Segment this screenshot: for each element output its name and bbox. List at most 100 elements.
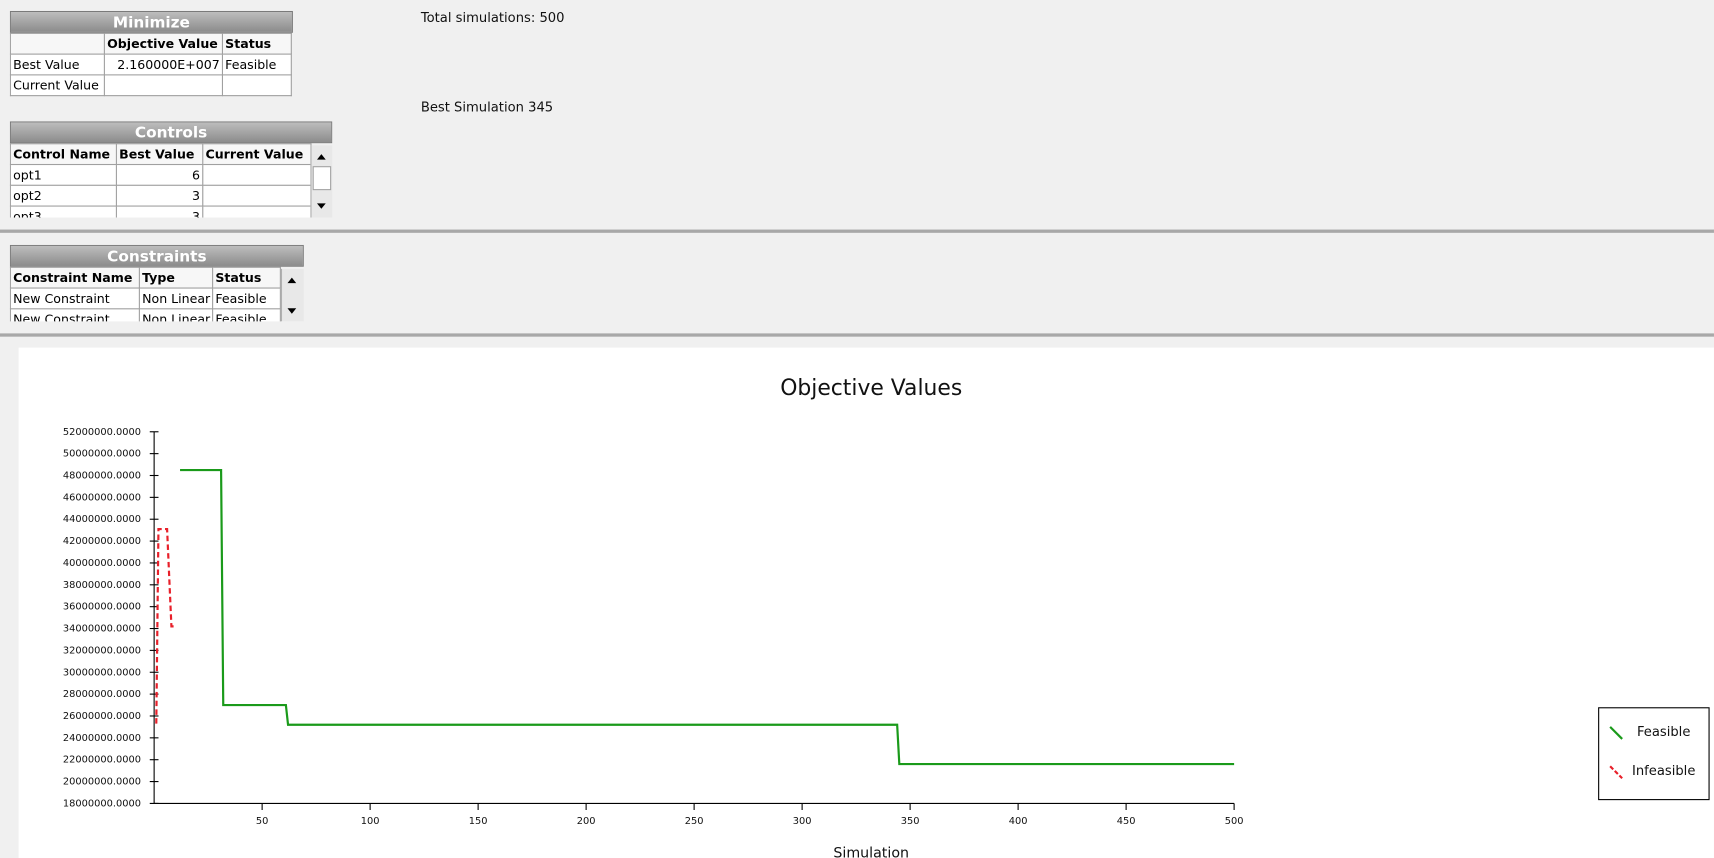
cell: 6 bbox=[115, 163, 204, 186]
header-cell: Control Name bbox=[9, 143, 117, 166]
cell: New Constraint bbox=[9, 308, 140, 322]
scroll-down[interactable] bbox=[316, 203, 326, 209]
cell: 3 bbox=[115, 205, 204, 218]
header-cell bbox=[9, 32, 105, 55]
y-tick-label: 42000000.0000 bbox=[63, 536, 141, 547]
x-tick-label: 400 bbox=[1009, 816, 1028, 827]
row: Current Value bbox=[9, 74, 292, 97]
y-tick-label: 46000000.0000 bbox=[63, 492, 141, 503]
legend-swatch bbox=[1609, 765, 1623, 780]
row: Best Value 2.160000E+007 Feasible bbox=[9, 53, 292, 76]
header-cell: Status bbox=[221, 32, 292, 55]
chart-panel bbox=[18, 347, 1714, 858]
table-title: Minimize bbox=[9, 10, 293, 33]
y-tick-label: 32000000.0000 bbox=[63, 645, 141, 656]
y-tick-label: 34000000.0000 bbox=[63, 624, 141, 635]
table-grid: Constraint Name Type Status New Constraint N… bbox=[9, 266, 281, 322]
series-line bbox=[155, 527, 176, 724]
cell: Best Value bbox=[9, 53, 105, 76]
x-tick-label: 200 bbox=[577, 816, 596, 827]
series-line bbox=[180, 468, 1235, 766]
header-cell: Current Value bbox=[202, 143, 312, 166]
header-cell: Type bbox=[138, 266, 214, 289]
header-row: Control Name Best Value Current Value bbox=[9, 143, 312, 166]
cell: 2.160000E+007 bbox=[103, 53, 223, 76]
x-tick-label: 150 bbox=[469, 816, 488, 827]
row: opt1 6 bbox=[9, 163, 312, 186]
cell: Feasible bbox=[212, 287, 281, 310]
table-grid: Control Name Best Value Current Value opt1 6… bbox=[9, 143, 312, 218]
scroll-up[interactable] bbox=[316, 154, 326, 160]
cell: Feasible bbox=[212, 308, 281, 322]
y-tick-label: 26000000.0000 bbox=[63, 711, 141, 722]
cell: opt1 bbox=[9, 163, 117, 186]
minimize-table: Minimize Objective Value Status Best Value… bbox=[9, 10, 293, 108]
header-cell: Best Value bbox=[115, 143, 204, 166]
y-tick-label: 40000000.0000 bbox=[63, 558, 141, 569]
y-tick-label: 18000000.0000 bbox=[63, 798, 141, 809]
y-tick-label: 20000000.0000 bbox=[63, 777, 141, 788]
y-tick-label: 22000000.0000 bbox=[63, 755, 141, 766]
cell bbox=[202, 205, 312, 218]
cell: opt2 bbox=[9, 184, 117, 207]
y-tick-label: 44000000.0000 bbox=[63, 514, 141, 525]
row: opt3 3 bbox=[9, 205, 312, 218]
x-tick-label: 450 bbox=[1117, 816, 1136, 827]
table-title: Controls bbox=[9, 121, 333, 144]
scrollbar[interactable] bbox=[310, 145, 333, 218]
x-axis-label: Simulation bbox=[833, 846, 909, 858]
legend-swatch bbox=[1609, 726, 1623, 740]
scroll-up[interactable] bbox=[287, 277, 297, 284]
scrollbar[interactable] bbox=[280, 268, 304, 322]
cell: Non Linear bbox=[138, 287, 214, 310]
cell bbox=[202, 184, 312, 207]
scroll-down[interactable] bbox=[287, 308, 297, 314]
header-cell: Constraint Name bbox=[9, 266, 140, 289]
x-tick-label: 100 bbox=[361, 816, 380, 827]
y-tick-label: 50000000.0000 bbox=[63, 449, 141, 460]
separator bbox=[0, 333, 1714, 337]
separator bbox=[0, 229, 1714, 233]
x-tick-label: 300 bbox=[793, 816, 812, 827]
best-simulation: Best Simulation 345 bbox=[420, 99, 554, 115]
x-tick-label: 500 bbox=[1225, 816, 1244, 827]
x-tick-label: 350 bbox=[901, 816, 920, 827]
cell: Current Value bbox=[9, 74, 105, 97]
x-tick-label: 50 bbox=[256, 816, 269, 827]
header-cell: Status bbox=[212, 266, 281, 289]
cell bbox=[221, 74, 292, 97]
header-cell: Objective Value bbox=[103, 32, 223, 55]
x-tick-label: 250 bbox=[685, 816, 704, 827]
cell: Feasible bbox=[221, 53, 292, 76]
cell bbox=[103, 74, 223, 97]
controls-table: Controls Control Name Best Value Current V… bbox=[9, 121, 333, 218]
chart-title: Objective Values bbox=[780, 376, 962, 401]
row: New Constraint Non Linear Feasible bbox=[9, 287, 281, 310]
legend-label: Feasible bbox=[1637, 725, 1690, 740]
y-tick-label: 52000000.0000 bbox=[63, 427, 141, 438]
header-row: Constraint Name Type Status bbox=[9, 266, 281, 289]
y-tick-label: 30000000.0000 bbox=[63, 667, 141, 678]
constraints-table: Constraints Constraint Name Type Status New… bbox=[9, 244, 304, 322]
legend bbox=[1598, 707, 1710, 801]
y-tick-label: 36000000.0000 bbox=[63, 602, 141, 613]
table-grid: Objective Value Status Best Value 2.160000E… bbox=[9, 32, 292, 97]
y-tick-label: 28000000.0000 bbox=[63, 689, 141, 700]
y-tick-label: 48000000.0000 bbox=[63, 470, 141, 481]
scroll-thumb[interactable] bbox=[312, 166, 332, 191]
cell: opt3 bbox=[9, 205, 117, 218]
legend-label: Infeasible bbox=[1632, 764, 1695, 779]
row: New Constraint Non Linear Feasible bbox=[9, 308, 281, 322]
cell: Non Linear bbox=[138, 308, 214, 322]
header-row: Objective Value Status bbox=[9, 32, 292, 55]
cell bbox=[202, 163, 312, 186]
row: opt2 3 bbox=[9, 184, 312, 207]
total-simulations: Total simulations: 500 bbox=[420, 9, 565, 26]
cell: 3 bbox=[115, 184, 204, 207]
table-title: Constraints bbox=[9, 244, 304, 267]
cell: New Constraint bbox=[9, 287, 140, 310]
y-tick-label: 24000000.0000 bbox=[63, 733, 141, 744]
